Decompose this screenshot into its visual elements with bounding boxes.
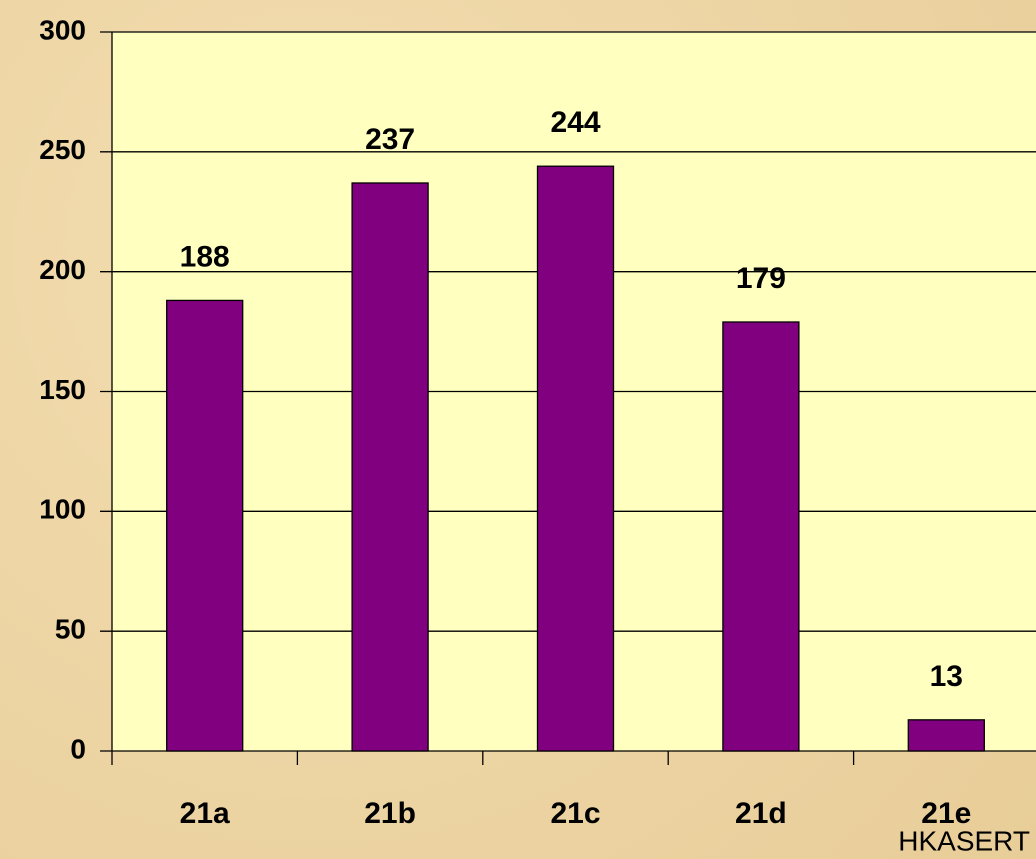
data-label: 244 [550, 106, 600, 139]
bar [536, 165, 615, 752]
x-tick-label: 21c [550, 797, 600, 830]
bar [907, 719, 985, 752]
data-label: 13 [930, 660, 963, 693]
x-tick-label: 21d [735, 797, 787, 830]
x-tick-label: 21b [364, 797, 416, 830]
y-tick-label: 200 [39, 254, 86, 285]
bar [166, 299, 244, 752]
y-tick-label: 0 [70, 733, 86, 764]
x-tick-label: 21e [921, 797, 971, 830]
data-label: 188 [180, 240, 230, 273]
data-label: 237 [365, 123, 415, 156]
source: HKASERT [898, 825, 1030, 856]
bar [351, 182, 429, 752]
y-tick-label: 50 [55, 614, 86, 645]
bar [722, 321, 800, 752]
data-label: 179 [736, 262, 786, 295]
y-tick-label: 300 [39, 14, 86, 45]
y-tick-label: 150 [39, 374, 86, 405]
y-tick-label: 250 [39, 134, 86, 165]
x-tick-label: 21a [180, 797, 230, 830]
y-tick-label: 100 [39, 494, 86, 525]
